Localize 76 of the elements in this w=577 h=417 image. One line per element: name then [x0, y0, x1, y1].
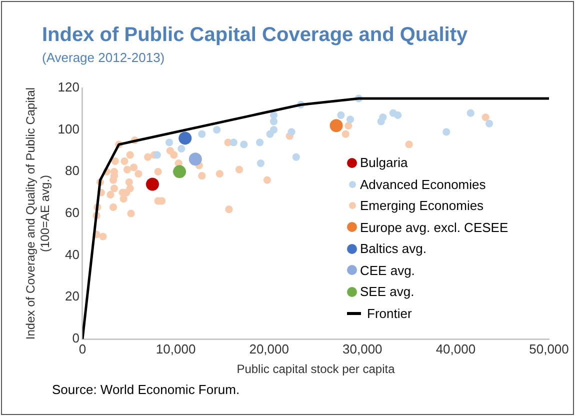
point: [342, 130, 350, 138]
source-note: Source: World Economic Forum.: [52, 382, 240, 397]
legend-label: Emerging Economies: [360, 197, 484, 215]
point: [178, 144, 186, 152]
legend-label: CEE avg.: [360, 262, 415, 280]
point: [485, 120, 494, 128]
x-tick-label: 40,000: [436, 341, 476, 356]
point: [120, 195, 128, 203]
legend-label: Advanced Economies: [360, 176, 486, 194]
point: [330, 119, 343, 132]
point: [126, 151, 134, 159]
point: [123, 166, 132, 174]
x-tick-label: 20,000: [249, 341, 289, 356]
point: [216, 170, 224, 178]
x-tick-label: 30,000: [342, 341, 382, 356]
point: [198, 130, 206, 138]
point: [111, 157, 119, 166]
point: [405, 140, 413, 148]
point: [230, 138, 238, 146]
point: [109, 176, 118, 184]
point: [270, 126, 278, 134]
y-tick-label: 80: [65, 163, 80, 178]
y-tick-label: 0: [72, 330, 80, 346]
legend-label: Baltics avg.: [360, 240, 426, 258]
point: [225, 206, 233, 214]
point: [337, 111, 345, 119]
point: [263, 176, 272, 184]
y-tick-label: 60: [65, 205, 80, 220]
point: [394, 111, 402, 119]
point: [198, 172, 206, 180]
point: [127, 210, 135, 218]
point: [288, 128, 296, 136]
point: [146, 178, 159, 191]
point: [134, 170, 142, 178]
point: [144, 153, 152, 161]
point: [213, 126, 221, 134]
point: [344, 122, 352, 130]
point: [178, 132, 192, 145]
point: [256, 138, 264, 146]
point: [109, 203, 118, 212]
legend-label: Frontier: [367, 304, 412, 322]
point: [170, 151, 178, 159]
point: [99, 232, 107, 240]
point: [153, 151, 161, 159]
y-tick-label: 20: [65, 288, 80, 304]
point: [346, 116, 354, 124]
point: [125, 178, 133, 186]
chart-title: Index of Public Capital Coverage and Quality: [42, 24, 468, 47]
x-tick-label: 10,000: [156, 341, 196, 356]
point: [379, 113, 387, 122]
y-tick-label: 40: [65, 246, 80, 262]
point: [292, 153, 300, 161]
legend-label: SEE avg.: [360, 283, 414, 301]
point: [173, 165, 186, 178]
point: [188, 152, 202, 166]
point: [235, 166, 244, 174]
y-axis-title: Index of Coverage and Quality of Public Capital (100=AE avg.): [24, 87, 52, 340]
point: [154, 168, 162, 176]
x-axis-title: Public capital stock per capita: [236, 362, 396, 376]
y-tick-label: 120: [58, 80, 80, 95]
point: [110, 184, 118, 192]
point: [466, 109, 474, 117]
y-tick-label: 100: [58, 121, 80, 136]
point: [240, 140, 248, 148]
point: [256, 160, 264, 168]
point: [120, 157, 128, 166]
legend-label: Bulgaria: [360, 154, 408, 172]
point: [130, 164, 138, 172]
chart-subtitle: (Average 2012-2013): [42, 50, 165, 65]
point: [482, 113, 490, 122]
x-tick-label: 50,000: [529, 341, 569, 356]
point: [165, 138, 174, 146]
point: [270, 118, 278, 126]
point: [106, 190, 114, 198]
legend-label: Europe avg. excl. CESEE: [360, 218, 508, 237]
point: [442, 128, 450, 136]
